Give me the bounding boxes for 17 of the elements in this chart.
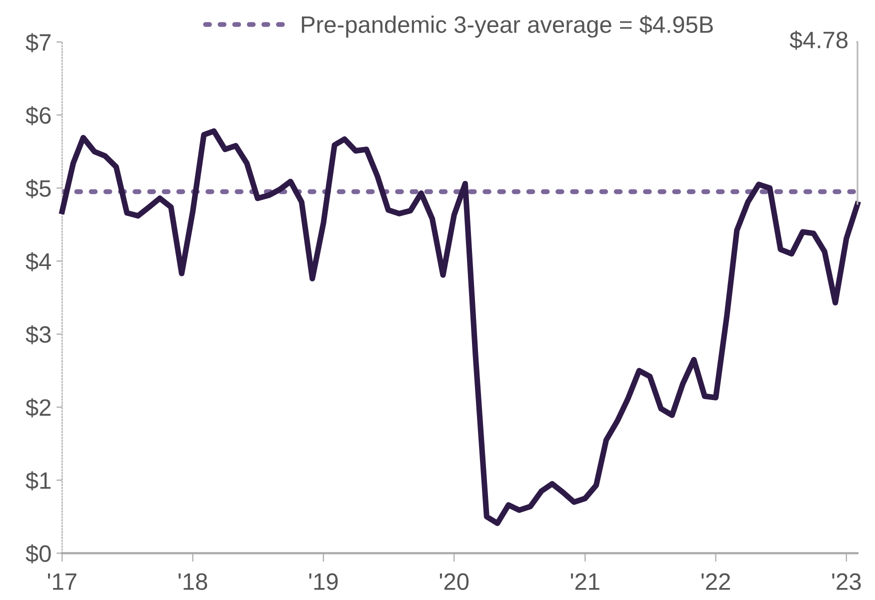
y-tick-label: $5 bbox=[26, 179, 51, 198]
y-tick-label: $7 bbox=[26, 33, 51, 52]
x-tick-label: '23 bbox=[832, 573, 861, 590]
y-tick-label: $0 bbox=[26, 544, 51, 564]
x-tick-label: '19 bbox=[309, 573, 338, 590]
y-tick-label: $1 bbox=[26, 471, 51, 490]
x-tick-label: '22 bbox=[702, 573, 730, 590]
x-tick-label: '18 bbox=[178, 573, 208, 590]
y-tick-label: $6 bbox=[26, 106, 51, 126]
y-tick-label: $2 bbox=[26, 398, 51, 418]
x-tick-label: '20 bbox=[440, 573, 469, 590]
x-tick-label: '21 bbox=[570, 573, 600, 590]
y-tick-label: $4 bbox=[26, 252, 52, 272]
y-tick-label: $3 bbox=[26, 325, 51, 344]
annotation: $4.78 bbox=[790, 30, 848, 50]
legend-label: Pre-pandemic 3-year average = $4.95B bbox=[302, 15, 713, 38]
x-tick-label: '17 bbox=[48, 574, 76, 590]
